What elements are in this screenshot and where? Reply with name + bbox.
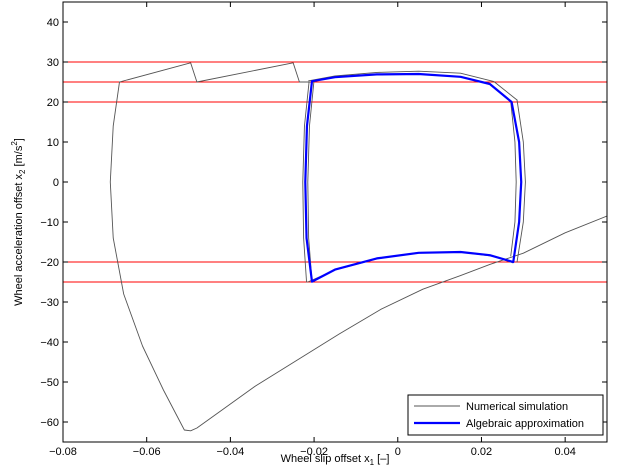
legend-label-numerical-simulation: Numerical simulation (466, 401, 568, 413)
reference-lines (63, 61, 607, 283)
y-axis-label-unit: [m/s (13, 145, 25, 169)
y-tick-label: −40 (40, 337, 59, 349)
y-tick-label: 20 (47, 97, 59, 109)
y-axis: −60 −50 −40 −30 −20 −10 0 10 20 30 40 (40, 17, 607, 429)
series-numerical-simulation-path-5 (516, 99, 526, 263)
series-numerical-simulation-path-3 (307, 79, 315, 282)
y-axis-label-main: Wheel acceleration offset x (13, 173, 25, 305)
x-axis-label-sub: 1 (370, 458, 375, 467)
plot-background (63, 2, 607, 442)
y-tick-label: 30 (47, 57, 59, 69)
y-tick-label: −50 (40, 377, 59, 389)
series-numerical-simulation-path-4 (308, 70, 518, 101)
y-axis-label-close: ] (13, 138, 25, 141)
y-axis-label-sup: 2 (10, 141, 19, 146)
series-layer (109, 62, 607, 432)
series-algebraic-approximation-path-0 (304, 72, 523, 283)
x-tick-label: 0.02 (471, 446, 492, 458)
series-numerical-simulation-path-6 (510, 101, 517, 257)
x-axis-label-main: Wheel slip offset x (281, 453, 371, 465)
x-tick-label: −0.02 (300, 446, 328, 458)
series-numerical-simulation-path-2 (302, 81, 310, 283)
y-axis-label-sub: 2 (18, 169, 27, 174)
legend-box (407, 394, 604, 436)
x-axis-label: Wheel slip offset x1 [–] (281, 453, 390, 467)
y-tick-label: 40 (47, 17, 59, 29)
y-tick-label: −30 (40, 297, 59, 309)
y-axis-label: Wheel acceleration offset x2 [m/s2] (10, 138, 27, 306)
legend: Numerical simulation Algebraic approxima… (407, 394, 604, 436)
y-tick-label: 10 (47, 137, 59, 149)
x-tick-label: 0 (395, 446, 401, 458)
y-tick-label: −60 (40, 417, 59, 429)
series-numerical-simulation-path-0 (119, 62, 311, 83)
y-tick-label: −20 (40, 257, 59, 269)
x-tick-label: −0.06 (133, 446, 161, 458)
legend-label-algebraic-approximation: Algebraic approximation (466, 418, 584, 430)
y-tick-label: 0 (53, 177, 59, 189)
y-tick-label: −10 (40, 217, 59, 229)
x-tick-label: 0.04 (554, 446, 575, 458)
x-axis: −0.08 −0.06 −0.04 −0.02 0 0.02 0.04 (49, 2, 576, 458)
x-tick-label: −0.08 (49, 446, 77, 458)
x-axis-label-unit: [–] (374, 453, 389, 465)
x-tick-label: −0.04 (216, 446, 244, 458)
series-numerical-simulation-path-1 (109, 81, 607, 432)
